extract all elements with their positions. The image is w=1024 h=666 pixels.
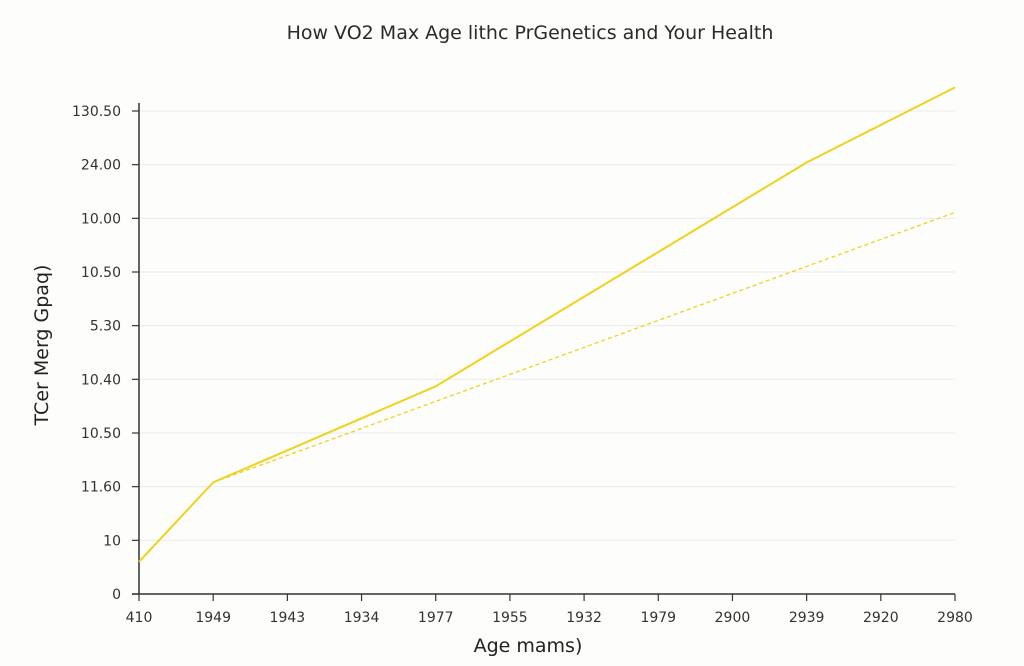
y-tick-label: 0	[112, 587, 121, 603]
x-tick-label: 1943	[270, 610, 306, 626]
series-line-solid	[138, 86, 956, 563]
x-tick-label: 2939	[789, 610, 825, 626]
x-tick-label: 1977	[418, 610, 454, 626]
y-tick-label: 10	[103, 533, 121, 549]
x-tick-label: 1979	[640, 610, 676, 626]
x-tick-label: 1949	[195, 610, 231, 626]
y-tick-label: 10.50	[81, 426, 121, 442]
y-tick-label: 10.50	[81, 265, 121, 281]
y-tick-label: 10.40	[81, 372, 121, 388]
x-tick-label: 2900	[715, 610, 751, 626]
y-tick-label: 10.00	[81, 211, 121, 227]
y-tick-label: 5.30	[90, 319, 121, 335]
y-tick-label: 24.00	[81, 158, 121, 174]
x-tick-label: 1932	[566, 610, 602, 626]
x-axis-label: Age mams)	[474, 635, 583, 657]
y-axis-label: TCer Merg Gpaq)	[31, 265, 53, 427]
chart-title: How VO2 Max Age lithc PrGenetics and You…	[286, 22, 774, 44]
x-tick-label: 1955	[492, 610, 528, 626]
x-tick-label: 1934	[344, 610, 380, 626]
x-tick-label: 2980	[937, 610, 973, 626]
x-tick-label: 2920	[863, 610, 899, 626]
series-line-dashed	[212, 211, 956, 483]
x-tick-label: 410	[126, 610, 153, 626]
y-tick-label: 11.60	[81, 480, 121, 496]
y-tick-label: 130.50	[72, 104, 121, 120]
